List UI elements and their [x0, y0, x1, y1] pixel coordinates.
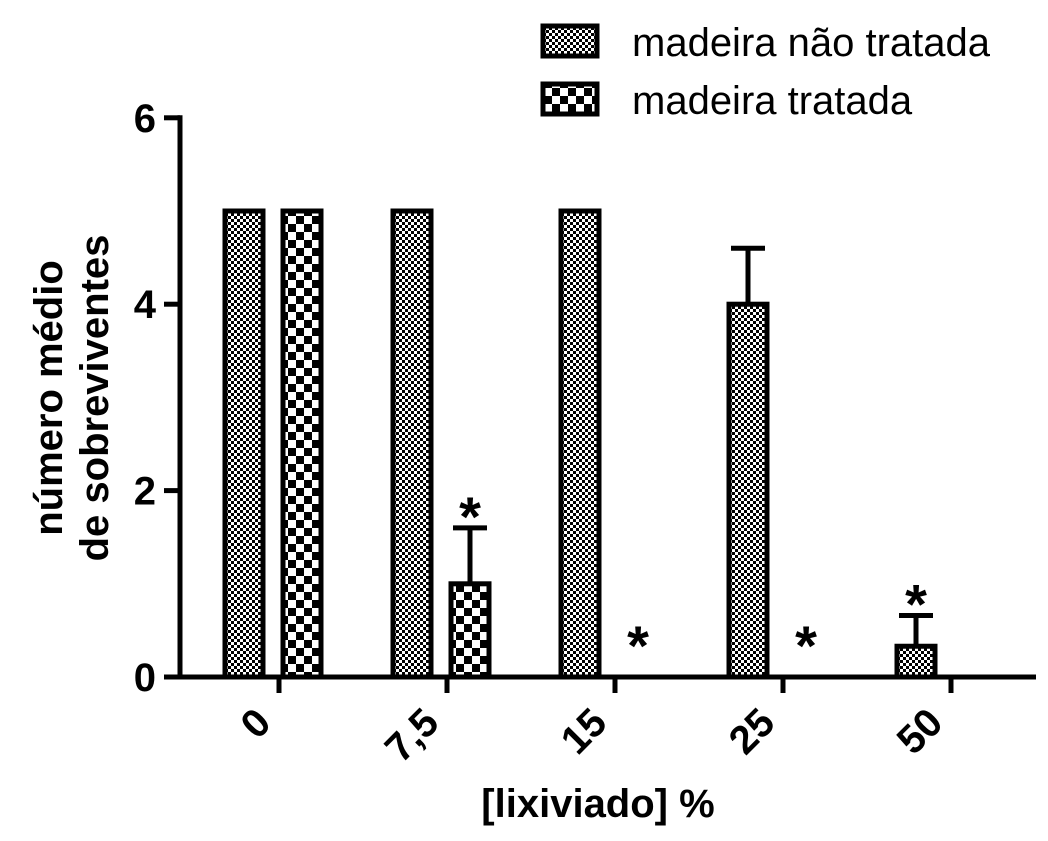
bar-s0-2 [558, 208, 602, 680]
significance-mark-0: * [459, 485, 481, 548]
bar-s0-3 [726, 301, 770, 680]
x-tick-label-4: 50 [889, 700, 952, 763]
bar-s0-4 [894, 643, 938, 680]
bar-s0-1 [390, 208, 434, 680]
x-tick-label-1: 7,5 [377, 700, 447, 770]
y-tick-label-4: 4 [134, 283, 157, 327]
x-axis-title: [lixiviado] % [481, 782, 714, 826]
bar-s0-0 [222, 208, 266, 680]
y-tick-label-2: 2 [134, 470, 156, 514]
significance-mark-3: * [905, 572, 927, 635]
y-axis-title: número médiode sobreviventes [27, 235, 117, 562]
legend-swatch-0 [540, 23, 600, 59]
legend-label-1: madeira tratada [632, 79, 913, 123]
y-axis-title-line-0: número médio [27, 260, 71, 536]
significance-mark-1: * [627, 614, 649, 677]
y-tick-label-6: 6 [134, 97, 156, 141]
legend-swatch-1 [540, 81, 600, 117]
x-tick-label-3: 25 [721, 700, 784, 763]
x-tick-label-0: 0 [233, 700, 280, 747]
legend-label-0: madeira não tratada [632, 21, 991, 65]
bar-s1-1 [448, 581, 492, 680]
y-tick-label-0: 0 [134, 656, 156, 700]
significance-mark-2: * [795, 614, 817, 677]
x-tick-label-2: 15 [553, 700, 616, 763]
bar-s1-0 [280, 208, 324, 680]
y-axis-title-line-1: de sobreviventes [73, 235, 117, 562]
